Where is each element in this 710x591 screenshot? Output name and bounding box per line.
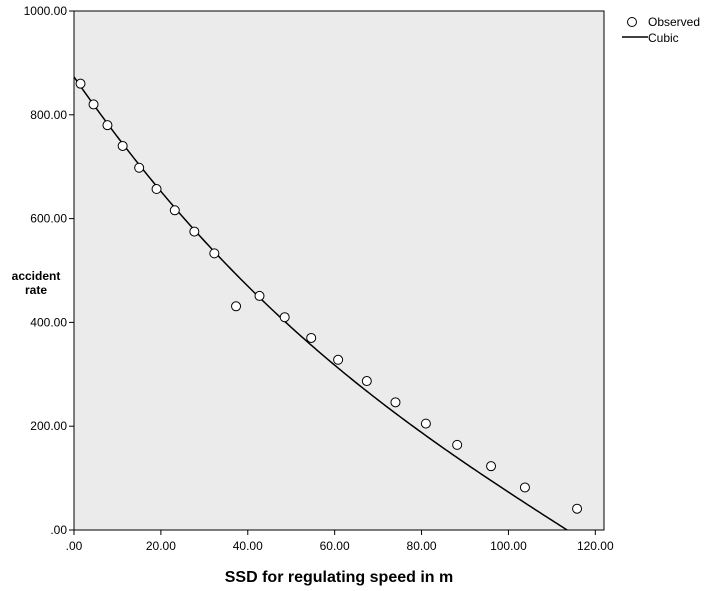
x-tick-label: .00	[66, 539, 83, 553]
observed-points	[75, 78, 583, 514]
observed-point	[102, 120, 113, 131]
x-tick-label: 80.00	[407, 539, 437, 553]
observed-point	[189, 226, 200, 237]
observed-point	[231, 301, 242, 312]
observed-point	[572, 503, 583, 514]
y-axis: .00 200.00 400.00 600.00 800.00 1000.00	[24, 4, 74, 537]
legend-observed-marker-icon	[627, 17, 637, 27]
observed-point	[333, 354, 344, 365]
y-tick-label: 1000.00	[24, 4, 68, 18]
x-tick-label: 20.00	[146, 539, 176, 553]
observed-point	[254, 290, 265, 301]
x-tick-label: 120.00	[577, 539, 614, 553]
cubic-fit-line	[74, 76, 569, 530]
x-tick-label: 40.00	[233, 539, 263, 553]
y-tick-label: 800.00	[30, 108, 67, 122]
observed-point	[117, 140, 128, 151]
x-axis: .00 20.00 40.00 60.00 80.00 100.00 120.00	[66, 530, 614, 553]
plot-area	[73, 10, 605, 531]
y-axis-title-line-1: accident	[12, 269, 61, 283]
observed-point	[75, 78, 86, 89]
y-tick-label: 400.00	[30, 315, 67, 329]
observed-point	[420, 418, 431, 429]
x-tick-label: 100.00	[490, 539, 527, 553]
y-axis-title-line-2: rate	[25, 283, 47, 297]
y-tick-label: 600.00	[30, 212, 67, 226]
observed-point	[452, 439, 463, 450]
x-axis-title: SSD for regulating speed in m	[225, 569, 453, 586]
observed-point	[486, 461, 497, 472]
y-tick-label: 200.00	[30, 419, 67, 433]
x-tick-label: 60.00	[320, 539, 350, 553]
legend-cubic-label: Cubic	[648, 31, 679, 45]
observed-point	[209, 248, 220, 259]
observed-point	[306, 332, 317, 343]
observed-point	[134, 162, 145, 173]
observed-point	[390, 397, 401, 408]
observed-point	[519, 482, 530, 493]
observed-point	[361, 376, 372, 387]
observed-point	[88, 99, 99, 110]
y-tick-label: .00	[50, 523, 67, 537]
observed-point	[169, 205, 180, 216]
legend: Observed Cubic	[622, 15, 700, 45]
observed-point	[151, 184, 162, 195]
legend-observed-label: Observed	[648, 15, 700, 29]
observed-point	[279, 312, 290, 323]
